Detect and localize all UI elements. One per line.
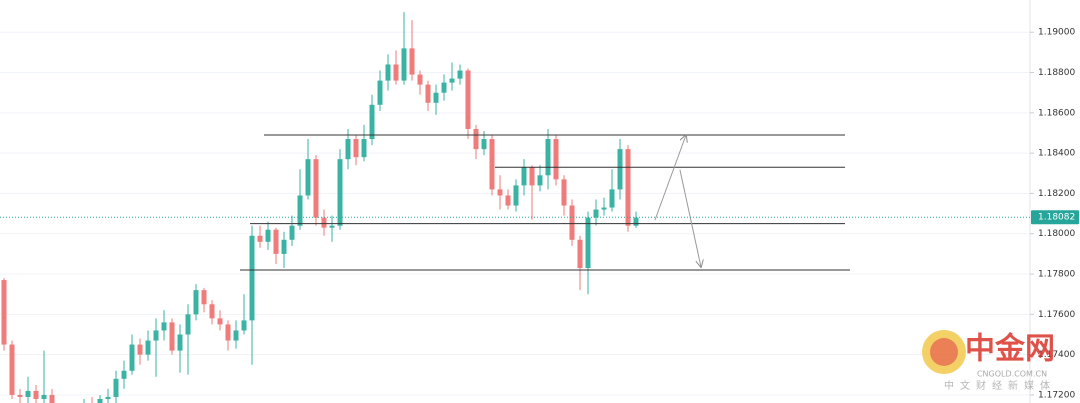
candle-body xyxy=(601,207,607,210)
candle-body xyxy=(361,139,367,158)
candle-body xyxy=(217,318,223,325)
price-axis: 1.17200 1.17400 1.17600 1.17800 1.18000 1.182… xyxy=(1030,28,1075,400)
candle-body xyxy=(329,225,335,228)
last-price-box xyxy=(1031,210,1079,225)
candle-body xyxy=(417,74,423,85)
candle-body xyxy=(497,189,503,196)
candle-body xyxy=(377,80,383,105)
candle-body xyxy=(545,139,551,176)
y-tick-label: 1.17600 xyxy=(1038,310,1075,320)
candle-body xyxy=(553,139,559,180)
candle-body xyxy=(577,239,583,268)
candle-body xyxy=(145,340,151,355)
candle-body xyxy=(393,64,399,81)
candle-body xyxy=(161,322,167,331)
candle-body xyxy=(33,390,39,399)
candle-body xyxy=(345,139,351,160)
candle-body xyxy=(585,217,591,268)
candle-body xyxy=(9,344,15,395)
candle-body xyxy=(289,225,295,240)
candle-body xyxy=(457,70,463,79)
candle-body xyxy=(281,239,287,254)
candle-body xyxy=(137,344,143,355)
candle-body xyxy=(561,179,567,206)
candle-body xyxy=(609,189,615,208)
candle-body xyxy=(169,322,175,351)
candles xyxy=(1,12,639,403)
candle-body xyxy=(153,330,159,341)
candle-body xyxy=(209,304,215,319)
y-tick-label: 1.18800 xyxy=(1038,68,1075,78)
y-tick-label: 1.19000 xyxy=(1038,28,1075,38)
candle-body xyxy=(385,64,391,81)
candle-body xyxy=(481,139,487,150)
candle-body xyxy=(121,370,127,379)
candle-body xyxy=(513,185,519,206)
candle-body xyxy=(569,205,575,240)
candle-body xyxy=(41,394,47,399)
candle-body xyxy=(489,139,495,190)
candle-body xyxy=(17,394,23,397)
candle-body xyxy=(425,84,431,103)
candle-body xyxy=(233,330,239,341)
candle-body xyxy=(97,398,103,403)
candle-body xyxy=(273,229,279,254)
candle-body xyxy=(337,159,343,226)
y-tick-label: 1.18000 xyxy=(1038,229,1075,239)
candle-body xyxy=(105,396,111,399)
levels xyxy=(240,134,850,271)
candle-body xyxy=(521,167,527,186)
candle-body xyxy=(185,314,191,335)
candle-body xyxy=(129,344,135,371)
candle-body xyxy=(409,48,415,75)
candle-body xyxy=(297,195,303,226)
candle-body xyxy=(193,290,199,315)
candle-body xyxy=(441,82,447,93)
candle-body xyxy=(465,70,471,129)
candle-body xyxy=(1,280,7,345)
y-tick-label: 1.17400 xyxy=(1038,350,1075,360)
candle-body xyxy=(473,128,479,150)
candle-body xyxy=(113,378,119,397)
candle-body xyxy=(25,390,31,397)
y-tick-label: 1.17200 xyxy=(1038,390,1075,400)
candle-body xyxy=(369,104,375,140)
candle-body xyxy=(537,175,543,186)
candle-body xyxy=(505,195,511,206)
candle-body xyxy=(321,217,327,228)
candle-body xyxy=(257,235,263,242)
candle-body xyxy=(225,324,231,341)
candle-body xyxy=(313,159,319,218)
y-tick-label: 1.18600 xyxy=(1038,108,1075,118)
candle-body xyxy=(201,290,207,305)
candle-body xyxy=(433,92,439,103)
candle-body xyxy=(305,159,311,196)
candle-body xyxy=(617,149,623,190)
candle-body xyxy=(241,320,247,331)
candle-body xyxy=(625,149,631,226)
y-tick-label: 1.18200 xyxy=(1038,189,1075,199)
candle-body xyxy=(593,209,599,218)
logo-inner xyxy=(930,338,958,366)
candle-body xyxy=(449,78,455,83)
arrow-up xyxy=(654,135,686,221)
candle-body xyxy=(401,48,407,81)
candle-body xyxy=(249,235,255,321)
candle-body xyxy=(633,217,639,226)
domain: CNGOLD.COM.CN xyxy=(977,370,1047,379)
candle-body xyxy=(529,167,535,186)
candle-body xyxy=(265,229,271,242)
tagline: 中文财经新媒体 xyxy=(944,379,1056,392)
last-price-label: 1.18082 xyxy=(1038,213,1075,223)
arrow-down xyxy=(679,169,701,267)
watermark: 中金网 CNGOLD.COM.CN 中文财经新媒体 xyxy=(922,330,1056,392)
logo-text: 中金网 xyxy=(965,332,1055,367)
y-tick-label: 1.18400 xyxy=(1038,149,1075,159)
candle-body xyxy=(353,139,359,158)
y-tick-label: 1.17800 xyxy=(1038,270,1075,280)
candle-body xyxy=(49,394,55,403)
candle-body xyxy=(177,334,183,351)
